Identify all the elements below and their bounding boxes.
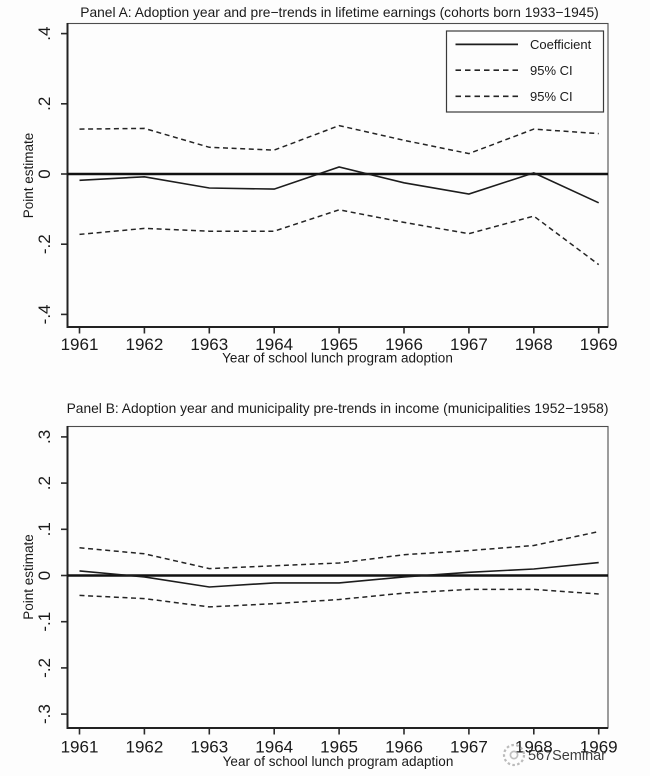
- svg-text:-.1: -.1: [35, 612, 54, 632]
- svg-text:1962: 1962: [125, 738, 163, 757]
- svg-text:95% CI: 95% CI: [530, 89, 573, 104]
- svg-text:567Seminar: 567Seminar: [528, 748, 606, 764]
- svg-text:-.2: -.2: [35, 658, 54, 678]
- svg-text:-.2: -.2: [35, 234, 54, 254]
- svg-text:1961: 1961: [61, 335, 99, 354]
- svg-text:Panel A: Adoption year and pre: Panel A: Adoption year and pre−trends in…: [80, 5, 599, 20]
- svg-text:1962: 1962: [125, 335, 163, 354]
- svg-text:Point estimate: Point estimate: [21, 133, 36, 219]
- svg-text:-.3: -.3: [35, 704, 54, 724]
- svg-text:.1: .1: [35, 522, 54, 536]
- svg-text:1961: 1961: [61, 738, 99, 757]
- svg-text:1963: 1963: [190, 738, 228, 757]
- svg-text:-.4: -.4: [35, 304, 54, 324]
- svg-text:1968: 1968: [515, 335, 553, 354]
- svg-text:1964: 1964: [255, 335, 293, 354]
- svg-text:0: 0: [35, 571, 54, 580]
- svg-text:.2: .2: [35, 97, 54, 111]
- svg-text:1966: 1966: [385, 738, 423, 757]
- svg-text:.2: .2: [35, 476, 54, 490]
- svg-text:1969: 1969: [580, 335, 618, 354]
- svg-text:1965: 1965: [320, 738, 358, 757]
- svg-text:1965: 1965: [320, 335, 358, 354]
- svg-text:1964: 1964: [255, 738, 293, 757]
- svg-text:0: 0: [35, 169, 54, 178]
- svg-text:1966: 1966: [385, 335, 423, 354]
- svg-text:Year of school lunch program a: Year of school lunch program adoption: [222, 351, 453, 366]
- svg-text:1969: 1969: [580, 738, 618, 757]
- svg-text:1963: 1963: [190, 335, 228, 354]
- svg-text:.3: .3: [35, 430, 54, 444]
- svg-text:Panel B: Adoption year and mun: Panel B: Adoption year and municipality …: [67, 401, 609, 416]
- svg-text:.4: .4: [35, 27, 54, 41]
- svg-text:Coefficient: Coefficient: [530, 37, 592, 52]
- svg-text:1967: 1967: [450, 335, 488, 354]
- svg-text:Year of school lunch program a: Year of school lunch program adaption: [223, 754, 454, 769]
- svg-text:95% CI: 95% CI: [530, 63, 573, 78]
- svg-text:Point estimate: Point estimate: [21, 534, 36, 620]
- svg-text:1967: 1967: [450, 738, 488, 757]
